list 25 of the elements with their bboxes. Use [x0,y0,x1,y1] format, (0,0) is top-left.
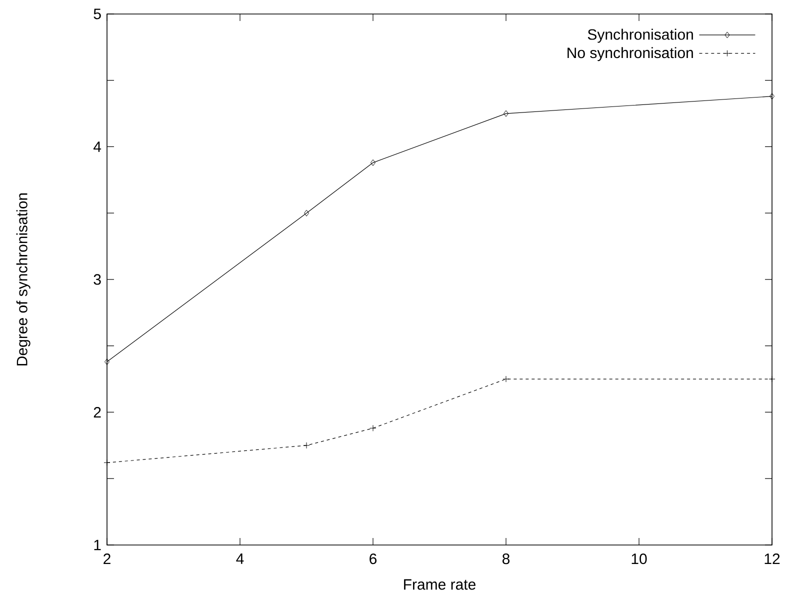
y-tick-label: 4 [93,142,102,152]
y-tick-label: 3 [94,274,101,285]
x-tick-label: 10 [632,554,647,564]
point [104,358,110,366]
point [104,459,110,466]
y-tick-label: 5 [94,8,101,20]
legend-label: Synchronisation [588,28,693,43]
x-axis-title: Frame rate [404,579,476,590]
x-tick-label: 12 [764,554,780,564]
point [304,210,310,216]
y-axis-title: Degree of synchronisation [16,193,30,366]
x-tick-label: 6 [370,554,377,564]
point [370,159,376,166]
point [504,110,509,117]
y-tick-label: 1 [94,540,101,550]
point [502,376,510,382]
y-tick-label: 2 [94,407,101,418]
x-tick-label: 2 [104,554,110,564]
x-tick-label: 8 [502,554,510,564]
x-tick-label: 4 [236,554,244,564]
point [303,442,310,449]
point [768,376,776,382]
point [370,424,376,432]
point [770,93,775,100]
legend-label: No synchronisation [568,47,693,62]
